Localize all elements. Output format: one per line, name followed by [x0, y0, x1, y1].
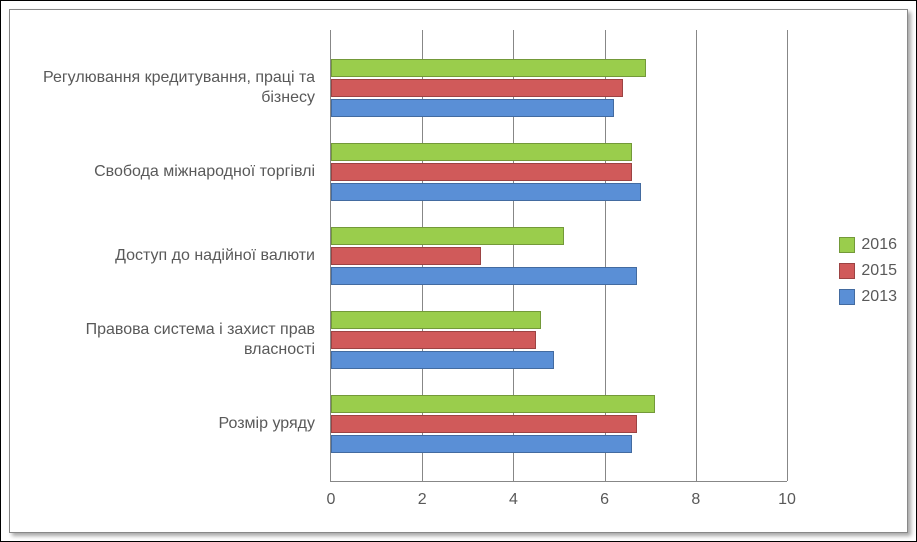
chart-area: 0 2 4 6 8 10 Регулювання кредитування, праці т… [10, 10, 907, 532]
bar [331, 247, 481, 265]
bar [331, 163, 632, 181]
category-group: Розмір уряду [331, 395, 787, 453]
bar [331, 59, 646, 77]
bar [331, 331, 536, 349]
outer-frame: 0 2 4 6 8 10 Регулювання кредитування, праці т… [0, 0, 917, 542]
bar [331, 227, 564, 245]
legend-item: 2013 [839, 288, 897, 306]
x-tick-label: 0 [327, 491, 336, 509]
x-tick-label: 2 [418, 491, 427, 509]
legend-item: 2016 [839, 236, 897, 254]
x-tick-label: 4 [509, 491, 518, 509]
bar [331, 435, 632, 453]
chart-panel: 0 2 4 6 8 10 Регулювання кредитування, праці т… [9, 9, 908, 533]
category-label: Правова система і захист прав власності [15, 320, 331, 360]
category-group: Свобода міжнародної торгівлі [331, 143, 787, 201]
bar [331, 183, 641, 201]
x-tick-label: 10 [778, 491, 796, 509]
bar [331, 79, 623, 97]
category-label: Регулювання кредитування, праці та бізне… [15, 68, 331, 108]
x-tick-label: 8 [691, 491, 700, 509]
bar [331, 99, 614, 117]
category-group: Доступ до надійної валюти [331, 227, 787, 285]
legend-label: 2016 [861, 236, 897, 254]
legend-item: 2015 [839, 262, 897, 280]
bar [331, 415, 637, 433]
bar [331, 351, 554, 369]
bar [331, 311, 541, 329]
category-group: Правова система і захист прав власності [331, 311, 787, 369]
bar [331, 395, 655, 413]
legend-label: 2013 [861, 288, 897, 306]
bar [331, 143, 632, 161]
legend-swatch [839, 289, 855, 305]
category-group: Регулювання кредитування, праці та бізне… [331, 59, 787, 117]
plot-area: 0246810Регулювання кредитування, праці т… [330, 30, 787, 482]
legend-swatch [839, 237, 855, 253]
category-label: Розмір уряду [15, 414, 331, 434]
legend-label: 2015 [861, 262, 897, 280]
bar [331, 267, 637, 285]
legend: 2016 2015 2013 [839, 228, 897, 314]
gridline [787, 30, 788, 481]
category-label: Доступ до надійної валюти [15, 246, 331, 266]
legend-swatch [839, 263, 855, 279]
category-label: Свобода міжнародної торгівлі [15, 162, 331, 182]
x-tick-label: 6 [600, 491, 609, 509]
